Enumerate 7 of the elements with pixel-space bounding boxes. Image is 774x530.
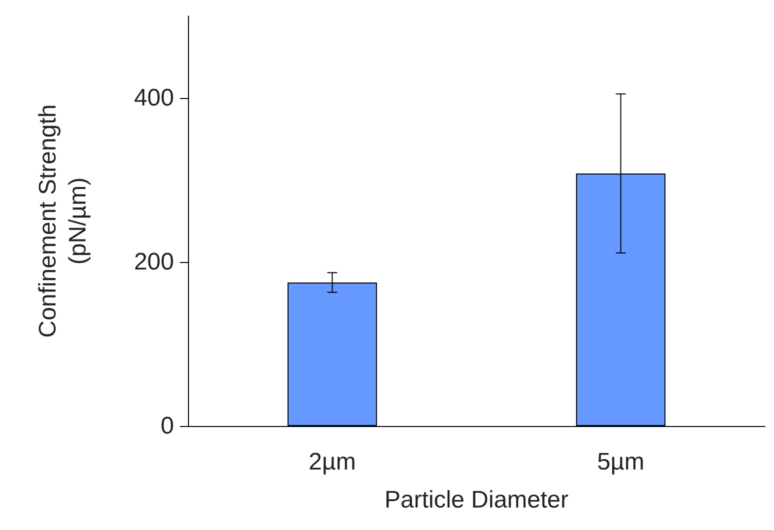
y-axis-title: Confinement Strength (pN/µm) (34, 104, 92, 338)
y-tick-label: 400 (134, 84, 174, 112)
y-tick-label: 200 (134, 248, 174, 276)
y-tick-label: 0 (160, 412, 174, 440)
x-tick-label: 5µm (597, 448, 644, 476)
x-tick-label: 2µm (308, 448, 356, 476)
x-axis-title: Particle Diameter (384, 486, 569, 514)
